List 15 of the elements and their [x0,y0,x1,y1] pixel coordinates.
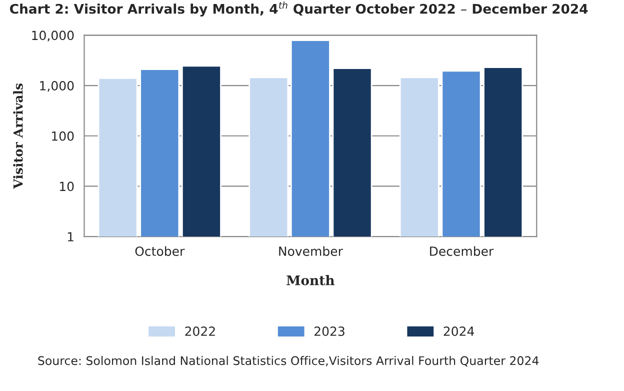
chart-title: Chart 2: Visitor Arrivals by Month, 4$^{th}$ Quarter October 2022 – December 2024 [10,2,588,16]
y-tick-label: 10 [60,182,74,192]
x-tick-label: October [135,246,185,256]
legend-label: 2022 [185,326,215,336]
x-tick-label: November [279,246,343,256]
legend-label: 2023 [314,326,344,336]
y-tick-label: 10,000 [32,30,74,42]
x-tick-label: December [430,246,494,256]
source-note: Source: Solomon Island National Statistics Office,Visitors Arrival Fourth Quarter 2024 [38,356,539,366]
legend-label: 2024 [444,326,474,336]
y-tick-label: 1 [68,232,74,242]
y-axis-title: Visitor Arrivals [13,83,23,189]
y-tick-label: 100 [52,131,74,141]
y-tick-label: 1,000 [40,81,74,92]
x-axis-title: Month [286,275,334,286]
